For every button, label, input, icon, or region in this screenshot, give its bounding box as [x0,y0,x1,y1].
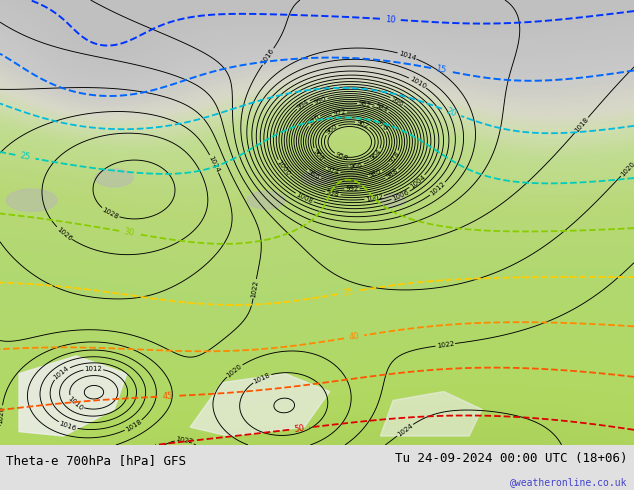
Text: 1016: 1016 [261,48,276,66]
Text: 50: 50 [294,423,305,434]
Text: @weatheronline.co.uk: @weatheronline.co.uk [510,477,628,487]
Text: 1024: 1024 [396,422,414,438]
Text: Theta-e 700hPa [hPa] GFS: Theta-e 700hPa [hPa] GFS [6,454,186,467]
Text: 1028: 1028 [101,206,120,220]
Text: 958: 958 [334,151,349,162]
Text: 1022: 1022 [175,437,194,445]
Text: 1014: 1014 [398,50,417,61]
Text: 1006: 1006 [391,189,410,202]
Text: 45: 45 [162,392,173,401]
Text: 980: 980 [368,169,383,179]
Text: 964: 964 [368,148,382,162]
Text: 1012: 1012 [84,366,102,372]
Text: 1012: 1012 [429,181,446,197]
Text: 986: 986 [306,169,321,180]
Text: 988: 988 [385,168,399,180]
Text: 966: 966 [349,162,363,170]
Text: 994: 994 [296,98,311,111]
Text: 1024: 1024 [207,154,221,173]
Text: 1004: 1004 [409,173,426,190]
Text: 1020: 1020 [226,363,243,378]
Text: 40: 40 [348,332,360,342]
Text: 1022: 1022 [436,341,455,349]
Text: 30: 30 [124,227,135,238]
Text: 1020: 1020 [619,160,634,177]
Text: 992: 992 [346,186,359,192]
Text: 1018: 1018 [573,116,590,134]
Text: 10: 10 [385,15,396,24]
Text: 1000: 1000 [276,159,292,177]
Text: 1014: 1014 [53,365,70,381]
Text: 962: 962 [355,119,370,129]
Text: 1020: 1020 [0,406,6,424]
Text: 984: 984 [374,102,389,114]
Text: 1016: 1016 [58,420,77,432]
Text: Tu 24-09-2024 00:00 UTC (18+06): Tu 24-09-2024 00:00 UTC (18+06) [395,452,628,465]
Ellipse shape [95,169,133,187]
Text: 974: 974 [326,166,340,175]
Polygon shape [380,392,482,436]
Text: 990: 990 [313,96,328,106]
Text: 972: 972 [332,109,346,117]
Polygon shape [190,374,330,436]
Text: 960: 960 [325,123,339,136]
Text: 35: 35 [342,287,354,298]
Text: 1008: 1008 [295,191,314,204]
Ellipse shape [380,194,406,207]
Text: 982: 982 [358,100,372,109]
Ellipse shape [6,189,57,211]
Text: 1002: 1002 [365,193,384,202]
Text: 1010: 1010 [67,395,84,412]
Text: 1018: 1018 [124,418,143,433]
Text: 976: 976 [307,114,321,127]
Text: 978: 978 [388,150,401,165]
Text: 970: 970 [375,119,389,132]
Text: 25: 25 [20,151,32,162]
Text: 20: 20 [445,106,458,119]
Text: 968: 968 [311,147,325,162]
Text: 1010: 1010 [408,75,427,90]
Text: 998: 998 [326,189,340,198]
Text: 1018: 1018 [252,371,271,385]
Text: 996: 996 [390,95,404,107]
Text: 1026: 1026 [55,225,73,242]
Text: 15: 15 [435,65,447,75]
Ellipse shape [247,191,285,209]
Text: 1022: 1022 [250,279,259,298]
Polygon shape [19,356,127,436]
Ellipse shape [301,172,333,185]
